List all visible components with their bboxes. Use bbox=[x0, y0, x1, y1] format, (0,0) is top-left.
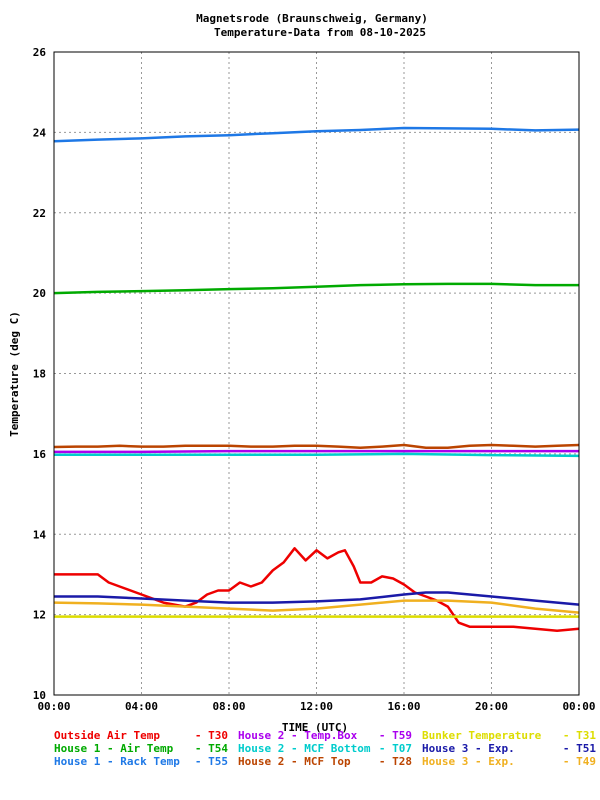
y-tick-label: 18 bbox=[33, 368, 46, 381]
x-tick-labels: 00:00 04:00 08:00 12:00 16:00 20:00 00:00 bbox=[37, 700, 595, 713]
legend-entry-code: - T31 bbox=[563, 729, 596, 742]
series-line-t54 bbox=[53, 282, 579, 295]
y-tick-label: 16 bbox=[33, 448, 47, 461]
legend-entry-name: House 1 - Rack Temp bbox=[54, 755, 180, 768]
chart-subtitle: Temperature-Data from 08-10-2025 bbox=[214, 26, 426, 39]
x-tick-label: 00:00 bbox=[562, 700, 595, 713]
series-line-t49 bbox=[53, 599, 580, 614]
legend-entry-name: House 2 - MCF Bottom bbox=[238, 742, 371, 755]
legend-entry-code: - T59 bbox=[379, 729, 412, 742]
y-tick-label: 22 bbox=[33, 207, 46, 220]
legend-entry-code: - T55 bbox=[195, 755, 228, 768]
grid bbox=[54, 52, 579, 695]
legend-entry-name: House 1 - Air Temp bbox=[54, 742, 174, 755]
legend-entry-name: Bunker Temperature bbox=[422, 729, 542, 742]
x-axis-label: TIME (UTC) bbox=[282, 721, 348, 734]
x-tick-label: 16:00 bbox=[387, 700, 420, 713]
chart-title: Magnetsrode (Braunschweig, Germany) bbox=[196, 12, 428, 25]
legend-entry-code: - T49 bbox=[563, 755, 596, 768]
y-tick-label: 20 bbox=[33, 287, 46, 300]
x-tick-label: 12:00 bbox=[300, 700, 333, 713]
legend-entry-name: House 2 - MCF Top bbox=[238, 755, 351, 768]
y-tick-label: 24 bbox=[33, 126, 47, 139]
legend-entry-code: - T54 bbox=[195, 742, 228, 755]
x-tick-label: 08:00 bbox=[212, 700, 245, 713]
legend-entry-code: - T30 bbox=[195, 729, 228, 742]
y-tick-label: 10 bbox=[33, 689, 46, 702]
series-line-t59 bbox=[54, 449, 579, 454]
y-tick-labels: 10 12 14 16 18 20 22 24 26 bbox=[33, 46, 47, 702]
series-line-t07 bbox=[54, 452, 580, 458]
y-tick-label: 12 bbox=[33, 609, 46, 622]
x-tick-label: 04:00 bbox=[125, 700, 158, 713]
x-tick-label: 20:00 bbox=[475, 700, 508, 713]
series-line-t51 bbox=[54, 591, 580, 606]
plot-frame bbox=[53, 51, 580, 696]
legend: Outside Air Temp - T30 House 1 - Air Temp -… bbox=[54, 729, 596, 768]
legend-entry-code: - T07 bbox=[379, 742, 412, 755]
series-lines bbox=[53, 126, 580, 632]
x-tick-label: 00:00 bbox=[37, 700, 70, 713]
series-line-t55 bbox=[53, 126, 580, 143]
legend-entry-name: House 2 - Temp.Box bbox=[238, 729, 358, 742]
y-tick-label: 26 bbox=[33, 46, 47, 59]
y-axis-label: Temperature (deg C) bbox=[8, 311, 21, 437]
legend-entry-code: - T28 bbox=[379, 755, 412, 768]
legend-entry-name: Outside Air Temp bbox=[54, 729, 160, 742]
y-tick-label: 14 bbox=[33, 528, 47, 541]
legend-entry-code: - T51 bbox=[563, 742, 596, 755]
legend-entry-name: House 3 - Exp. bbox=[422, 755, 515, 768]
series-line-t28 bbox=[53, 443, 580, 450]
legend-entry-name: House 3 - Exp. bbox=[422, 742, 515, 755]
